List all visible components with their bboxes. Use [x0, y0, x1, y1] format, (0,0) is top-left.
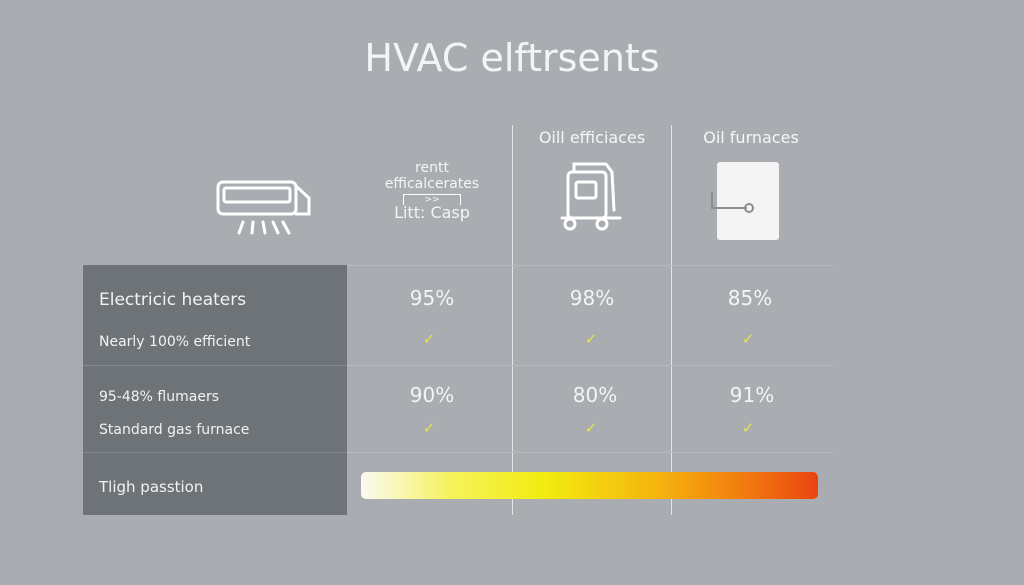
row-1-value: 98% — [569, 286, 615, 310]
check-icon: ✓ — [584, 419, 598, 437]
page-title: HVAC elftrsents — [364, 36, 660, 80]
row-divider — [83, 365, 347, 366]
check-icon: ✓ — [741, 330, 755, 348]
oil-boiler-icon — [560, 162, 622, 231]
air-conditioner-icon — [216, 180, 311, 235]
column-header-2: Oill efficiaces — [538, 128, 646, 147]
row-divider — [83, 452, 347, 453]
column-divider — [671, 125, 672, 515]
check-icon: ✓ — [422, 330, 436, 348]
row-2-value: 91% — [729, 383, 775, 407]
scale-label: Tligh passtion — [99, 478, 204, 496]
row-2-value: 80% — [572, 383, 618, 407]
column-1-sub: Litt: Casp — [394, 203, 470, 222]
oil-furnace-icon — [711, 162, 779, 240]
row-1-value: 85% — [727, 286, 773, 310]
column-divider — [512, 125, 513, 515]
column-1-line-2: efficalcerates — [384, 176, 480, 192]
row-divider — [347, 365, 834, 366]
row-2-value: 90% — [409, 383, 455, 407]
column-header-1: rentt efficalcerates >> Litt: Casp — [352, 160, 512, 221]
column-header-3: Oil furnaces — [703, 128, 799, 147]
check-icon: ✓ — [584, 330, 598, 348]
check-icon: ✓ — [741, 419, 755, 437]
row-divider — [347, 265, 834, 266]
row-1-label: Electricic heaters — [99, 290, 247, 310]
check-icon: ✓ — [422, 419, 436, 437]
row-2-sub: Standard gas furnace — [99, 422, 250, 438]
row-1-sub: Nearly 100% efficient — [99, 334, 251, 350]
row-label-panel — [83, 265, 347, 515]
row-1-value: 95% — [409, 286, 455, 310]
efficiency-gradient-bar — [361, 472, 818, 499]
column-1-line-1: rentt — [415, 160, 449, 176]
row-divider — [347, 452, 834, 453]
row-2-label: 95-48% flumaers — [99, 389, 220, 405]
column-1-badge: >> — [403, 194, 461, 205]
